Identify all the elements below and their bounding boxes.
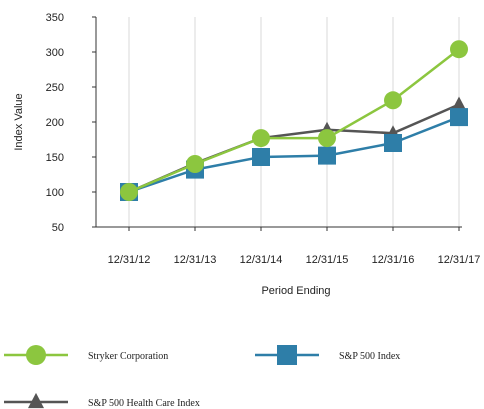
series-line	[128, 103, 460, 194]
x-tick-label: 12/31/16	[372, 254, 415, 266]
y-tick-label: 250	[46, 82, 64, 94]
x-tick-label: 12/31/17	[438, 254, 481, 266]
y-tick-label: 50	[52, 222, 64, 234]
axes	[92, 16, 462, 231]
series-2	[122, 96, 466, 198]
data-point	[384, 91, 402, 110]
legend-label: S&P 500 Index	[339, 351, 400, 362]
data-point	[384, 134, 402, 152]
x-axis-title: Period Ending	[261, 285, 330, 297]
data-point	[186, 155, 204, 173]
legend-item: S&P 500 Index	[255, 345, 400, 365]
series-0	[120, 40, 468, 201]
legend-marker	[26, 345, 46, 365]
tick-labels: 50 100 150 200 250 300 350 12/31/12 12/31/13 12/3…	[46, 12, 481, 266]
legend-label: S&P 500 Health Care Index	[88, 398, 200, 409]
data-point	[120, 183, 138, 201]
legend: Stryker Corporation S&P 500 Index S&P 500 …	[4, 345, 400, 409]
data-point	[450, 108, 468, 127]
legend-marker	[277, 345, 297, 365]
data-point	[318, 146, 336, 165]
x-tick-label: 12/31/14	[240, 254, 283, 266]
y-axis-title: Index Value	[13, 93, 25, 150]
data-point	[318, 129, 336, 148]
plot-area: 50 100 150 200 250 300 350 12/31/12 12/31/13 12/3…	[46, 12, 481, 266]
series-group	[120, 40, 468, 201]
data-point	[252, 148, 270, 166]
legend-item: Stryker Corporation	[4, 345, 168, 365]
legend-item: S&P 500 Health Care Index	[4, 392, 200, 409]
data-point	[252, 129, 270, 148]
data-point	[450, 40, 468, 59]
grid-lines	[128, 17, 460, 227]
y-tick-label: 200	[46, 117, 64, 129]
legend-marker	[28, 392, 44, 409]
series-line	[128, 115, 460, 194]
data-point	[452, 96, 466, 110]
x-tick-label: 12/31/15	[306, 254, 349, 266]
y-tick-label: 300	[46, 47, 64, 59]
y-tick-label: 350	[46, 12, 64, 24]
x-tick-label: 12/31/12	[108, 254, 151, 266]
series-line	[128, 48, 460, 194]
legend-label: Stryker Corporation	[88, 351, 168, 362]
y-tick-label: 100	[46, 187, 64, 199]
y-tick-label: 150	[46, 152, 64, 164]
x-tick-label: 12/31/13	[174, 254, 217, 266]
